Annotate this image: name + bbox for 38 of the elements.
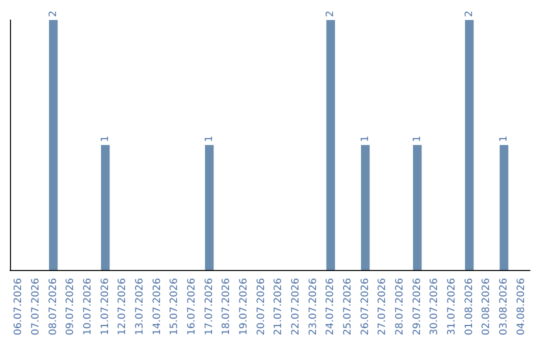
x-tick-label: 30.07.2026 <box>429 278 440 336</box>
x-tick-label: 28.07.2026 <box>394 278 406 336</box>
x-tick-label: 12.07.2026 <box>117 278 128 336</box>
x-tick-label: 21.07.2026 <box>273 278 284 336</box>
x-tick-label: 08.07.2026 <box>48 278 59 336</box>
x-tick-label: 04.08.2026 <box>516 278 527 336</box>
x-tick-label: 20.07.2026 <box>256 278 267 336</box>
x-tick-label: 01.08.2026 <box>464 278 475 336</box>
data-label: 2 <box>464 10 475 17</box>
x-tick-label: 16.07.2026 <box>186 278 198 336</box>
x-tick-label: 10.07.2026 <box>82 278 94 336</box>
x-tick-label: 13.07.2026 <box>134 278 146 336</box>
x-tick-label: 17.07.2026 <box>204 278 215 336</box>
x-tick-label: 22.07.2026 <box>290 278 302 336</box>
data-label: 1 <box>360 136 371 142</box>
x-tick-label: 11.07.2026 <box>100 278 111 336</box>
x-tick-label: 03.08.2026 <box>498 278 510 336</box>
data-label: 1 <box>100 136 111 142</box>
data-label: 1 <box>204 136 215 142</box>
data-label: 1 <box>412 136 423 142</box>
data-label: 1 <box>498 136 510 142</box>
x-tick-label: 06.07.2026 <box>13 278 24 336</box>
x-tick-label: 27.07.2026 <box>377 278 388 336</box>
x-tick-label: 24.07.2026 <box>325 278 336 336</box>
data-label: 2 <box>325 10 336 17</box>
x-tick-label: 15.07.2026 <box>169 278 180 336</box>
x-tick-label: 19.07.2026 <box>238 278 250 336</box>
x-tick-label: 07.07.2026 <box>30 278 42 336</box>
x-tick-label: 23.07.2026 <box>308 278 319 336</box>
data-label: 2 <box>48 10 59 17</box>
x-tick-label: 02.08.2026 <box>481 278 492 336</box>
x-tick-label: 26.07.2026 <box>360 278 371 336</box>
x-tick-label: 18.07.2026 <box>221 278 232 336</box>
x-tick-label: 25.07.2026 <box>342 278 354 336</box>
x-tick-label: 09.07.2026 <box>65 278 76 336</box>
x-tick-label: 31.07.2026 <box>446 278 458 336</box>
x-tick-label: 29.07.2026 <box>412 278 423 336</box>
x-tick-label: 14.07.2026 <box>152 278 163 336</box>
